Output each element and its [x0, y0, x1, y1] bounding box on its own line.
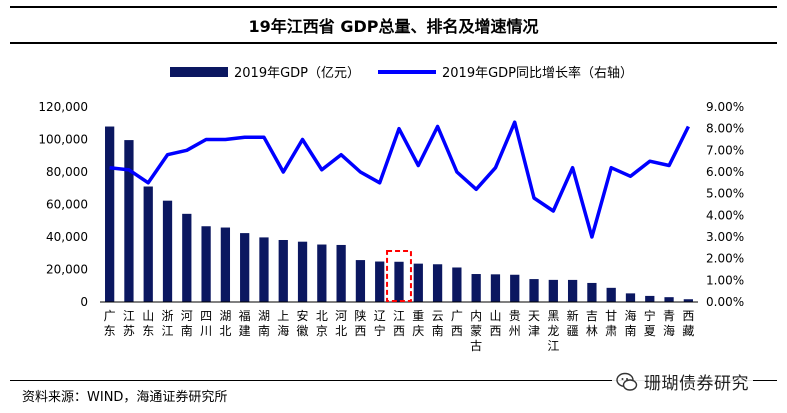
gdp-bar — [240, 233, 250, 302]
gdp-bar — [394, 261, 404, 302]
category-label: 北京 — [316, 309, 328, 338]
gdp-bar — [683, 299, 693, 302]
gdp-bar — [452, 267, 462, 302]
left-axis-tick-label: 80,000 — [46, 165, 88, 179]
gdp-bar — [105, 126, 115, 303]
gdp-bar — [317, 244, 327, 302]
gdp-bar — [182, 213, 192, 302]
category-label: 黑龙江 — [547, 309, 559, 353]
right-axis-tick-label: 6.00% — [706, 165, 744, 179]
right-axis-tick-label: 8.00% — [706, 122, 744, 136]
gdp-bar — [201, 226, 211, 302]
gdp-bar — [143, 186, 153, 302]
right-axis-tick-label: 7.00% — [706, 143, 744, 157]
gdp-bar — [220, 227, 231, 302]
gdp-bar — [336, 244, 346, 302]
category-label: 重庆 — [412, 309, 424, 338]
source-note: 资料来源：WIND，海通证券研究所 — [22, 390, 228, 405]
gdp-bar — [355, 260, 366, 302]
gdp-bar — [645, 295, 655, 302]
category-label: 青海 — [663, 309, 675, 338]
category-label: 上海 — [277, 309, 289, 338]
category-label: 海南 — [624, 308, 636, 338]
category-label: 四川 — [200, 309, 212, 338]
category-label: 山东 — [142, 309, 154, 338]
right-axis-tick-label: 1.00% — [706, 273, 744, 287]
left-axis-tick-label: 60,000 — [46, 198, 88, 212]
wechat-icon — [616, 371, 638, 393]
category-label: 内蒙古 — [470, 309, 482, 353]
gdp-bar — [375, 261, 385, 302]
left-axis-tick-label: 40,000 — [46, 230, 88, 244]
category-label: 江苏 — [123, 309, 135, 338]
gdp-bar — [471, 274, 481, 302]
gdp-bar — [490, 274, 501, 302]
category-label: 贵州 — [509, 309, 521, 338]
category-label: 云南 — [432, 309, 444, 338]
left-axis-tick-label: 0 — [80, 295, 88, 309]
gdp-bar — [510, 274, 520, 302]
category-label: 广东 — [104, 309, 116, 338]
right-axis-tick-label: 9.00% — [706, 100, 744, 114]
category-label: 浙江 — [162, 309, 174, 338]
highlight-box-jiangxi — [386, 250, 412, 302]
category-label: 甘肃 — [605, 309, 617, 338]
gdp-bar — [432, 264, 443, 302]
gdp-bar — [278, 239, 288, 302]
category-label: 河南 — [181, 309, 193, 338]
gdp-bar — [162, 200, 173, 302]
gdp-bar — [124, 140, 134, 302]
category-label: 新疆 — [567, 308, 579, 338]
category-label: 宁夏 — [644, 308, 656, 338]
category-label: 河北 — [335, 309, 347, 338]
left-axis-tick-label: 120,000 — [38, 100, 88, 114]
gdp-bar — [567, 279, 578, 302]
watermark: 珊瑚债券研究 — [612, 367, 753, 396]
right-axis-tick-label: 3.00% — [706, 230, 744, 244]
category-label: 福建 — [239, 308, 251, 338]
gdp-bar — [297, 241, 308, 302]
legend-bar-label: 2019年GDP（亿元） — [234, 66, 360, 81]
left-axis-tick-label: 100,000 — [38, 133, 88, 147]
category-label: 陕西 — [354, 308, 366, 338]
category-label: 吉林 — [586, 309, 598, 338]
gdp-bar — [625, 293, 636, 302]
right-axis-tick-label: 2.00% — [706, 252, 744, 266]
gdp-bar — [587, 282, 597, 302]
category-label: 天津 — [528, 309, 540, 338]
legend-bar-swatch — [170, 67, 228, 77]
chart-title: 19年江西省 GDP总量、排名及增速情况 — [10, 6, 777, 44]
gdp-bar — [259, 237, 269, 302]
category-label: 西藏 — [682, 309, 694, 338]
legend-line-label: 2019年GDP同比增长率（右轴） — [442, 65, 633, 81]
gdp-bar — [606, 287, 616, 302]
right-axis-tick-label: 5.00% — [706, 187, 744, 201]
category-label: 辽宁 — [374, 309, 386, 338]
gdp-bar — [664, 297, 674, 302]
category-label: 湖南 — [258, 308, 270, 338]
gdp-bar — [529, 279, 539, 302]
gdp-bar — [548, 279, 558, 302]
category-label: 广西 — [451, 309, 463, 338]
category-label: 山西 — [489, 309, 501, 338]
right-axis-tick-label: 4.00% — [706, 208, 744, 222]
category-label: 江西 — [393, 309, 405, 338]
gdp-bar — [413, 263, 423, 302]
watermark-text: 珊瑚债券研究 — [644, 374, 749, 394]
chart-title-text: 19年江西省 GDP总量、排名及增速情况 — [248, 17, 539, 36]
category-label: 安徽 — [297, 308, 309, 338]
right-axis-tick-label: 0.00% — [706, 295, 744, 309]
category-label: 湖北 — [219, 308, 231, 338]
bottom-divider — [10, 380, 777, 381]
growth-rate-line — [109, 120, 690, 239]
left-axis-tick-label: 20,000 — [46, 263, 88, 277]
